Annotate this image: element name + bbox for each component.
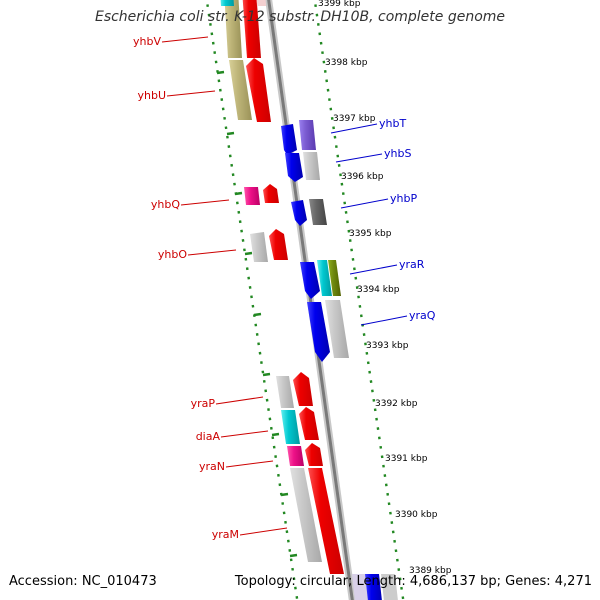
leader-line-yraN — [225, 460, 274, 468]
gene-label-yhbQ[interactable]: yhbQ — [151, 198, 180, 211]
leader-line-yhbO — [187, 249, 237, 256]
gene-bottom-3[interactable] — [381, 574, 399, 600]
gene-yhbQ[interactable] — [244, 187, 260, 205]
leader-line-yraQ — [360, 315, 408, 326]
gene-yraQ[interactable] — [307, 302, 330, 362]
ruler-label: 3389 kbp — [409, 566, 452, 576]
leader-line-yraR — [349, 264, 398, 275]
gene-label-yraN[interactable]: yraN — [199, 460, 225, 473]
gene-label-yhbU[interactable]: yhbU — [137, 89, 166, 102]
gene-yhbS[interactable] — [285, 153, 303, 182]
ruler-label: 3390 kbp — [395, 510, 438, 520]
gene-yhbS-partner[interactable] — [303, 152, 320, 180]
gene-bottom-2[interactable] — [365, 574, 383, 600]
gene-yhbV[interactable] — [224, 0, 242, 58]
gene-yhbP-partner[interactable] — [309, 199, 327, 225]
gene-label-yhbP[interactable]: yhbP — [390, 192, 417, 205]
gene-cyan-top[interactable] — [220, 0, 234, 6]
gene-label-yhbV[interactable]: yhbV — [133, 35, 161, 48]
leader-line-yraP — [215, 396, 264, 405]
leader-line-yraM — [239, 527, 288, 536]
gene-bottom-1[interactable] — [352, 574, 370, 600]
ruler-label: 3395 kbp — [349, 229, 392, 239]
leader-line-yhbT — [330, 123, 378, 134]
gene-yhbV-partner[interactable] — [242, 0, 261, 58]
ruler-label: 3396 kbp — [341, 172, 384, 182]
ruler-labels: 3399 kbp 3398 kbp 3397 kbp 3396 kbp 3395 kbp… — [318, 0, 452, 576]
gene-label-yhbS[interactable]: yhbS — [384, 147, 411, 160]
gene-yraQ-partner[interactable] — [325, 300, 349, 358]
leader-line-yhbU — [166, 90, 216, 97]
gene-yhbO[interactable] — [250, 232, 268, 262]
gene-yraP-partner[interactable] — [293, 372, 313, 406]
backbone-line-core — [267, 0, 354, 600]
ruler-ticks — [216, 70, 298, 558]
gene-label-yraQ[interactable]: yraQ — [409, 309, 436, 322]
topology-label: Topology: circular; Length: 4,686,137 bp… — [234, 574, 592, 589]
ruler-label: 3399 kbp — [318, 0, 361, 9]
gene-yhbU[interactable] — [229, 60, 252, 120]
ruler-ring-inner — [205, 0, 299, 600]
gene-label-yhbO[interactable]: yhbO — [158, 248, 187, 261]
ruler-label: 3394 kbp — [357, 285, 400, 295]
gene-yraM-partner[interactable] — [308, 468, 344, 574]
gene-yraN-partner[interactable] — [305, 443, 323, 466]
gene-pale-top[interactable] — [256, 0, 266, 6]
gene-labels: yhbV yhbU yhbT yhbS yhbQ yhbP yhbO yraR yraQ yraP… — [133, 35, 436, 541]
ruler-label: 3391 kbp — [385, 454, 428, 464]
gene-label-yraR[interactable]: yraR — [399, 258, 425, 271]
ruler-label: 3393 kbp — [366, 341, 409, 351]
gene-yhbT[interactable] — [281, 124, 297, 155]
gene-label-yraM[interactable]: yraM — [212, 528, 239, 541]
genome-title: Escherichia coli str. K-12 substr. DH10B… — [94, 9, 506, 25]
leader-line-yhbQ — [180, 199, 230, 206]
ruler-ring-outer — [313, 0, 405, 600]
leader-line-diaA — [220, 430, 269, 438]
gene-yraR-partner-2[interactable] — [328, 260, 341, 296]
gene-yraN[interactable] — [287, 446, 304, 466]
leader-line-yhbS — [335, 153, 383, 163]
gene-diaA[interactable] — [281, 410, 300, 444]
gene-yhbT-partner[interactable] — [299, 120, 316, 150]
gene-yraR-partner[interactable] — [317, 260, 332, 296]
gene-yhbO-partner[interactable] — [269, 229, 288, 260]
gene-blocks — [220, 0, 399, 600]
gene-yhbQ-partner[interactable] — [263, 184, 279, 203]
leader-line-yhbV — [161, 36, 209, 43]
gene-yhbU-partner[interactable] — [246, 58, 271, 122]
accession-label: Accession: NC_010473 — [9, 574, 157, 589]
ruler-label: 3398 kbp — [325, 58, 368, 68]
ruler-label: 3397 kbp — [333, 114, 376, 124]
gene-leader-lines — [161, 36, 408, 536]
gene-yraM[interactable] — [290, 468, 322, 562]
ruler-label: 3392 kbp — [375, 399, 418, 409]
gene-yraP[interactable] — [276, 376, 294, 408]
gene-label-diaA[interactable]: diaA — [196, 430, 221, 443]
gene-yhbP[interactable] — [291, 200, 307, 226]
gene-yraR[interactable] — [300, 262, 320, 299]
gene-label-yhbT[interactable]: yhbT — [379, 117, 406, 130]
leader-line-yhbP — [340, 198, 389, 209]
gene-label-yraP[interactable]: yraP — [191, 397, 216, 410]
gene-diaA-partner[interactable] — [299, 407, 319, 440]
